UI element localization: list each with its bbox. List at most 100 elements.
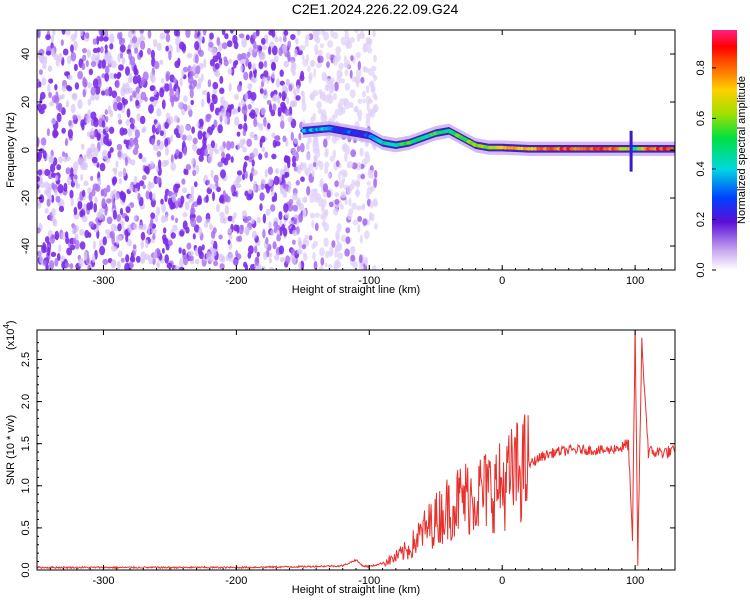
noise-blob — [238, 224, 244, 235]
noise-blob — [284, 155, 288, 163]
noise-blob — [62, 156, 68, 163]
noise-blob — [128, 137, 135, 147]
noise-blob — [287, 160, 291, 169]
noise-blob — [297, 237, 302, 247]
noise-blob — [124, 262, 130, 270]
noise-blob — [322, 183, 329, 193]
noise-blob — [118, 36, 123, 46]
noise-blob — [166, 262, 173, 269]
noise-blob — [221, 30, 226, 36]
noise-blob — [40, 54, 46, 65]
noise-blob — [109, 147, 114, 153]
noise-blob — [370, 65, 377, 72]
noise-blob — [140, 80, 144, 87]
noise-blob — [354, 30, 359, 34]
noise-blob — [241, 37, 248, 48]
noise-blob — [55, 195, 61, 203]
noise-blob — [65, 30, 71, 36]
noise-blob — [273, 221, 278, 228]
noise-blob — [260, 265, 267, 270]
noise-blob — [293, 138, 298, 144]
x-tick-label: -200 — [225, 575, 247, 587]
noise-blob — [45, 189, 52, 198]
noise-blob — [104, 30, 109, 35]
noise-blob — [179, 41, 185, 50]
noise-blob — [184, 169, 189, 176]
noise-blob — [116, 214, 122, 222]
noise-blob — [142, 184, 146, 190]
noise-blob — [104, 72, 110, 82]
noise-blob — [47, 65, 53, 72]
noise-blob — [359, 234, 363, 244]
noise-blob — [292, 162, 297, 168]
noise-blob — [301, 54, 305, 61]
noise-blob — [90, 111, 97, 120]
noise-blob — [74, 82, 80, 90]
noise-blob — [91, 188, 96, 197]
noise-blob — [209, 102, 215, 112]
noise-blob — [173, 83, 177, 92]
noise-blob — [61, 127, 66, 134]
noise-blob — [323, 237, 329, 247]
noise-blob — [118, 170, 123, 178]
noise-blob — [363, 230, 370, 240]
noise-blob — [142, 126, 147, 132]
noise-blob — [357, 115, 362, 122]
noise-blob — [50, 34, 55, 43]
noise-blob — [335, 261, 342, 269]
noise-blob — [171, 193, 177, 203]
noise-blob — [192, 79, 198, 88]
noise-blob — [332, 208, 339, 216]
noise-blob — [334, 180, 339, 188]
noise-blob — [196, 122, 200, 128]
noise-blob — [98, 35, 104, 42]
noise-blob — [230, 66, 235, 76]
noise-blob — [164, 146, 169, 157]
noise-blob — [298, 132, 302, 141]
noise-blob — [230, 184, 235, 194]
noise-blob — [86, 202, 92, 211]
noise-blob — [139, 30, 144, 34]
noise-blob — [371, 87, 375, 94]
noise-blob — [271, 61, 276, 71]
noise-blob — [98, 30, 102, 36]
noise-blob — [92, 240, 96, 250]
noise-blob — [149, 191, 153, 201]
noise-blob — [37, 176, 41, 182]
noise-blob — [319, 247, 325, 257]
noise-blob — [292, 204, 298, 212]
noise-blob — [273, 89, 278, 96]
noise-blob — [87, 99, 92, 106]
noise-blob — [259, 192, 265, 201]
noise-blob — [207, 79, 212, 88]
noise-blob — [135, 99, 140, 107]
noise-blob — [179, 258, 184, 268]
noise-blob — [63, 182, 68, 192]
noise-blob — [191, 126, 196, 134]
noise-blob — [150, 212, 156, 220]
noise-blob — [165, 112, 171, 119]
noise-blob — [54, 230, 60, 241]
noise-blob — [53, 95, 60, 104]
noise-blob — [261, 37, 266, 45]
noise-blob — [248, 245, 254, 255]
noise-blob — [232, 60, 237, 69]
noise-blob — [175, 183, 181, 189]
noise-blob — [355, 52, 361, 59]
noise-blob — [111, 60, 117, 69]
noise-blob — [356, 68, 362, 78]
noise-blob — [185, 30, 191, 38]
noise-blob — [51, 182, 55, 190]
noise-blob — [51, 47, 55, 57]
noise-blob — [161, 203, 167, 213]
noise-blob — [102, 149, 108, 160]
noise-blob — [187, 75, 194, 85]
noise-blob — [162, 128, 166, 139]
noise-blob — [114, 192, 120, 201]
noise-blob — [281, 174, 285, 184]
noise-blob — [241, 105, 248, 115]
noise-blob — [234, 94, 239, 100]
noise-blob — [281, 224, 286, 232]
noise-blob — [104, 89, 110, 96]
noise-blob — [209, 148, 214, 158]
